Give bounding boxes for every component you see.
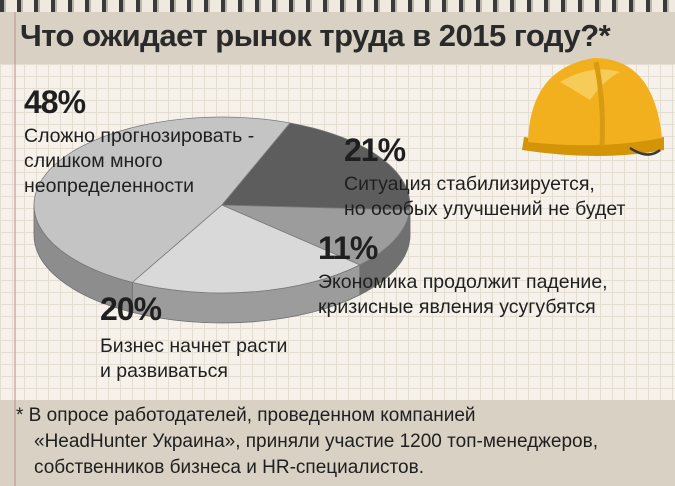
slice-desc-line: слишком много: [24, 150, 163, 172]
pie-slice-21: [131, 204, 361, 294]
hard-hat-icon: [522, 58, 664, 156]
pie-slice-11: [221, 204, 411, 266]
slice-label-20: 20%: [100, 291, 162, 327]
slice-desc-line: Сложно прогнозировать -: [24, 125, 255, 147]
slice-desc-21: Ситуация стабилизируется, но особых улуч…: [344, 172, 626, 222]
pie-top-layer: [33, 116, 411, 294]
survey-footnote: * В опросе работодателей, проведенном ко…: [16, 403, 598, 481]
footnote-strip: [0, 400, 675, 486]
pie-slice-48: [33, 116, 291, 283]
slice-desc-line: Ситуация стабилизируется,: [344, 173, 595, 195]
footnote-line: «HeadHunter Украина», приняли участие 12…: [34, 431, 598, 452]
slice-desc-line: неопределенности: [24, 175, 195, 197]
slice-label-48: 48%: [24, 84, 86, 120]
chart-title: Что ожидает рынок труда в 2015 году?*: [20, 18, 611, 53]
slice-desc-line: Экономика продолжит падение,: [318, 271, 608, 293]
notebook-margin-line: [14, 12, 16, 486]
slice-desc-line: но особых улучшений не будет: [344, 198, 626, 220]
title-strip: [0, 12, 675, 64]
slice-label-11: 11%: [318, 230, 378, 266]
pie-slice-20: [221, 122, 411, 211]
slice-desc-line: и развиваться: [100, 360, 228, 382]
slice-desc-48: Сложно прогнозировать - слишком много не…: [24, 124, 254, 199]
slice-desc-line: кризисные явления усугубятся: [318, 296, 596, 318]
slice-label-21: 21%: [344, 132, 406, 168]
notebook-spiral: [0, 0, 675, 12]
footnote-line: собственников бизнеса и HR-специалистов.: [34, 457, 424, 478]
slice-desc-20: Бизнес начнет расти и развиваться: [100, 334, 287, 384]
slice-desc-11: Экономика продолжит падение, кризисные я…: [318, 270, 608, 320]
footnote-line: * В опросе работодателей, проведенном ко…: [16, 405, 476, 426]
slice-desc-line: Бизнес начнет расти: [100, 335, 288, 357]
